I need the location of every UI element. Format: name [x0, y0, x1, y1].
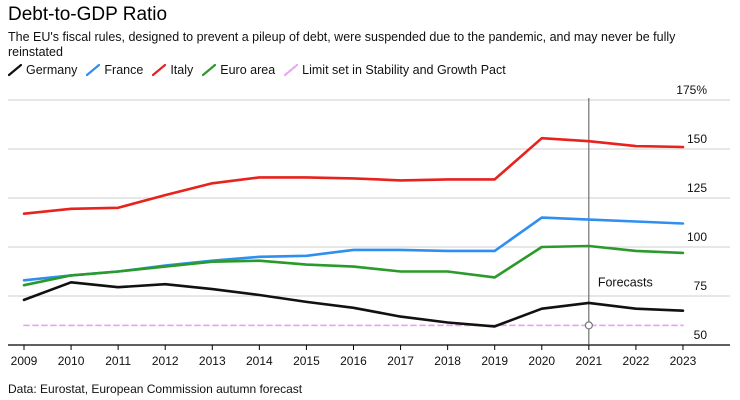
- legend-label: Germany: [26, 63, 78, 77]
- forecast-marker: [584, 321, 593, 330]
- y-tick-label: 175%: [676, 83, 707, 97]
- x-tick-label: 2014: [246, 354, 273, 368]
- y-tick-label: 75: [694, 279, 708, 293]
- legend-item: France: [86, 63, 143, 77]
- y-tick-label: 125: [687, 181, 707, 195]
- legend-label: Italy: [170, 63, 194, 77]
- legend-label: France: [104, 63, 144, 77]
- legend-label: Limit set in Stability and Growth Pact: [302, 63, 506, 77]
- legend-item: Germany: [8, 63, 77, 77]
- legend-swatch: [202, 63, 217, 77]
- x-tick-label: 2023: [670, 354, 697, 368]
- legend-swatch: [284, 63, 299, 77]
- x-tick-label: 2021: [575, 354, 602, 368]
- y-tick-label: 100: [687, 230, 707, 244]
- series-line-germany: [22, 280, 685, 328]
- chart-title: Debt-to-GDP Ratio: [8, 4, 168, 25]
- x-tick-label: 2013: [199, 354, 226, 368]
- legend-swatch: [86, 63, 101, 77]
- y-tick-label: 150: [687, 132, 707, 146]
- forecasts-annotation: Forecasts: [598, 275, 653, 289]
- legend-item: Euro area: [202, 63, 275, 77]
- legend-item: Limit set in Stability and Growth Pact: [284, 63, 506, 77]
- legend-swatch: [152, 63, 167, 77]
- x-tick-label: 2018: [434, 354, 461, 368]
- chart-legend: Germany France Italy Euro area Limit set in …: [8, 63, 515, 77]
- x-tick-label: 2022: [623, 354, 650, 368]
- legend-label: Euro area: [220, 63, 276, 77]
- x-tick-label: 2016: [340, 354, 367, 368]
- x-tick-label: 2019: [481, 354, 508, 368]
- x-tick-label: 2009: [11, 354, 38, 368]
- x-tick-label: 2011: [105, 354, 131, 368]
- x-tick-label: 2017: [387, 354, 414, 368]
- legend-item: Italy: [152, 63, 193, 77]
- x-tick-label: 2012: [152, 354, 179, 368]
- x-tick-label: 2010: [58, 354, 85, 368]
- legend-swatch: [8, 63, 22, 77]
- series-line-euro-area: [22, 244, 685, 287]
- chart-subtitle: The EU's fiscal rules, designed to preve…: [8, 30, 676, 59]
- x-tick-label: 2015: [293, 354, 320, 368]
- y-tick-label: 50: [694, 328, 708, 342]
- chart-source: Data: Eurostat, European Commission autu…: [8, 382, 303, 396]
- x-tick-label: 2020: [528, 354, 555, 368]
- series-line-italy: [22, 136, 685, 215]
